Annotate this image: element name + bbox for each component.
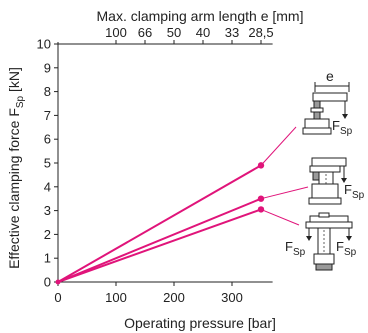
e-dimension-label: e bbox=[326, 68, 334, 84]
clamp-illustration-bottom: FSp FSp bbox=[285, 212, 357, 271]
leader-line bbox=[260, 126, 297, 166]
top-tick-label: 66 bbox=[138, 25, 152, 40]
y-tick-label: 4 bbox=[44, 179, 51, 194]
clamp-illustration-top: e FSp bbox=[302, 68, 353, 137]
axes bbox=[57, 42, 273, 283]
top-tick-label: 28,5 bbox=[248, 25, 273, 40]
y-tick-label: 2 bbox=[44, 227, 51, 242]
series-line bbox=[57, 197, 262, 283]
x-tick-label: 200 bbox=[163, 290, 185, 305]
top-tick-label: 100 bbox=[105, 25, 127, 40]
top-tick-label: 33 bbox=[225, 25, 239, 40]
top-tick-label: 40 bbox=[196, 25, 210, 40]
clamp-illustration-middle: FSp bbox=[308, 157, 365, 205]
x-tick-label: 0 bbox=[54, 290, 61, 305]
force-label-top: FSp bbox=[332, 118, 353, 137]
x-axis-title: Operating pressure [bar] bbox=[124, 315, 276, 331]
y-tick-label: 6 bbox=[44, 132, 51, 147]
top-axis-title: Max. clamping arm length e [mm] bbox=[97, 8, 304, 24]
x-tick-label: 100 bbox=[105, 290, 127, 305]
y-tick-label: 8 bbox=[44, 84, 51, 99]
leader-line bbox=[260, 186, 309, 200]
y-tick-label: 0 bbox=[44, 275, 51, 290]
y-tick-label: 1 bbox=[44, 251, 51, 266]
y-tick-label: 9 bbox=[44, 60, 51, 75]
series-line bbox=[57, 208, 262, 283]
y-tick-label: 7 bbox=[44, 108, 51, 123]
series bbox=[55, 162, 265, 285]
y-axis-title: Effective clamping force FSp [kN] bbox=[6, 67, 26, 269]
x-tick-label: 300 bbox=[221, 290, 243, 305]
leader-line bbox=[260, 208, 300, 226]
top-tick-label: 50 bbox=[167, 25, 181, 40]
y-tick-label: 5 bbox=[44, 156, 51, 171]
series-line bbox=[57, 164, 262, 283]
y-tick-label: 3 bbox=[44, 203, 51, 218]
force-label-bottom-left: FSp bbox=[285, 239, 306, 258]
force-label-middle: FSp bbox=[344, 182, 365, 201]
origin-point bbox=[55, 279, 61, 285]
y-tick-label: 10 bbox=[37, 37, 51, 52]
force-label-bottom-right: FSp bbox=[336, 239, 357, 258]
connectors bbox=[260, 126, 309, 226]
